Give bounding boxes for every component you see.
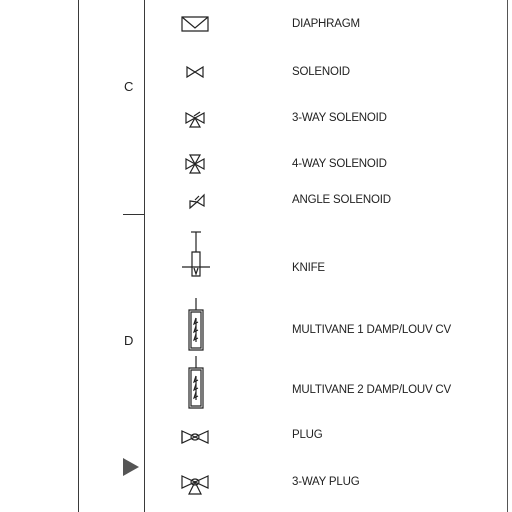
legend-label: PLUG	[292, 429, 323, 441]
zone-column-border	[144, 0, 145, 512]
legend-row-3-way-solenoid: 3-WAY SOLENOID	[146, 97, 506, 137]
legend-row-3-way-plug: 3-WAY PLUG	[146, 462, 506, 502]
legend-row-angle-solenoid: ANGLE SOLENOID	[146, 180, 506, 220]
zone-label-d: D	[124, 333, 134, 348]
angle-solenoid-valve-icon	[174, 180, 218, 220]
diaphragm-valve-icon	[174, 4, 218, 44]
legend-label: 3-WAY SOLENOID	[292, 112, 387, 124]
legend-label: 4-WAY SOLENOID	[292, 158, 387, 170]
legend-label: SOLENOID	[292, 66, 350, 78]
legend-label: 3-WAY PLUG	[292, 476, 360, 488]
legend-row-multivane-2: MULTIVANE 2 DAMP/LOUV CV	[146, 356, 506, 396]
four-way-solenoid-valve-icon	[174, 143, 218, 183]
legend-label: KNIFE	[292, 262, 325, 274]
zone-divider-tick	[123, 214, 144, 215]
legend-row-multivane-1: MULTIVANE 1 DAMP/LOUV CV	[146, 298, 506, 338]
three-way-solenoid-valve-icon	[174, 97, 218, 137]
solenoid-valve-icon	[174, 51, 218, 91]
legend-label: MULTIVANE 2 DAMP/LOUV CV	[292, 384, 452, 396]
sheet-border-left	[78, 0, 79, 512]
legend-row-diaphragm: DIAPHRAGM	[146, 4, 506, 44]
multivane-damper-icon	[174, 356, 218, 412]
legend-label: ANGLE SOLENOID	[292, 194, 391, 206]
legend-row-4-way-solenoid: 4-WAY SOLENOID	[146, 143, 506, 183]
legend-row-knife: KNIFE	[146, 230, 506, 270]
zone-marker-arrow	[123, 458, 139, 476]
knife-valve-icon	[174, 230, 218, 286]
sheet-border-right	[507, 0, 508, 512]
legend-row-plug: PLUG	[146, 416, 506, 456]
legend-row-solenoid: SOLENOID	[146, 51, 506, 91]
legend-label: DIAPHRAGM	[292, 18, 360, 30]
multivane-damper-icon	[174, 298, 218, 354]
legend-label: MULTIVANE 1 DAMP/LOUV CV	[292, 324, 452, 336]
zone-label-c: C	[124, 79, 134, 94]
three-way-plug-valve-icon	[174, 462, 218, 502]
plug-valve-icon	[174, 416, 218, 456]
